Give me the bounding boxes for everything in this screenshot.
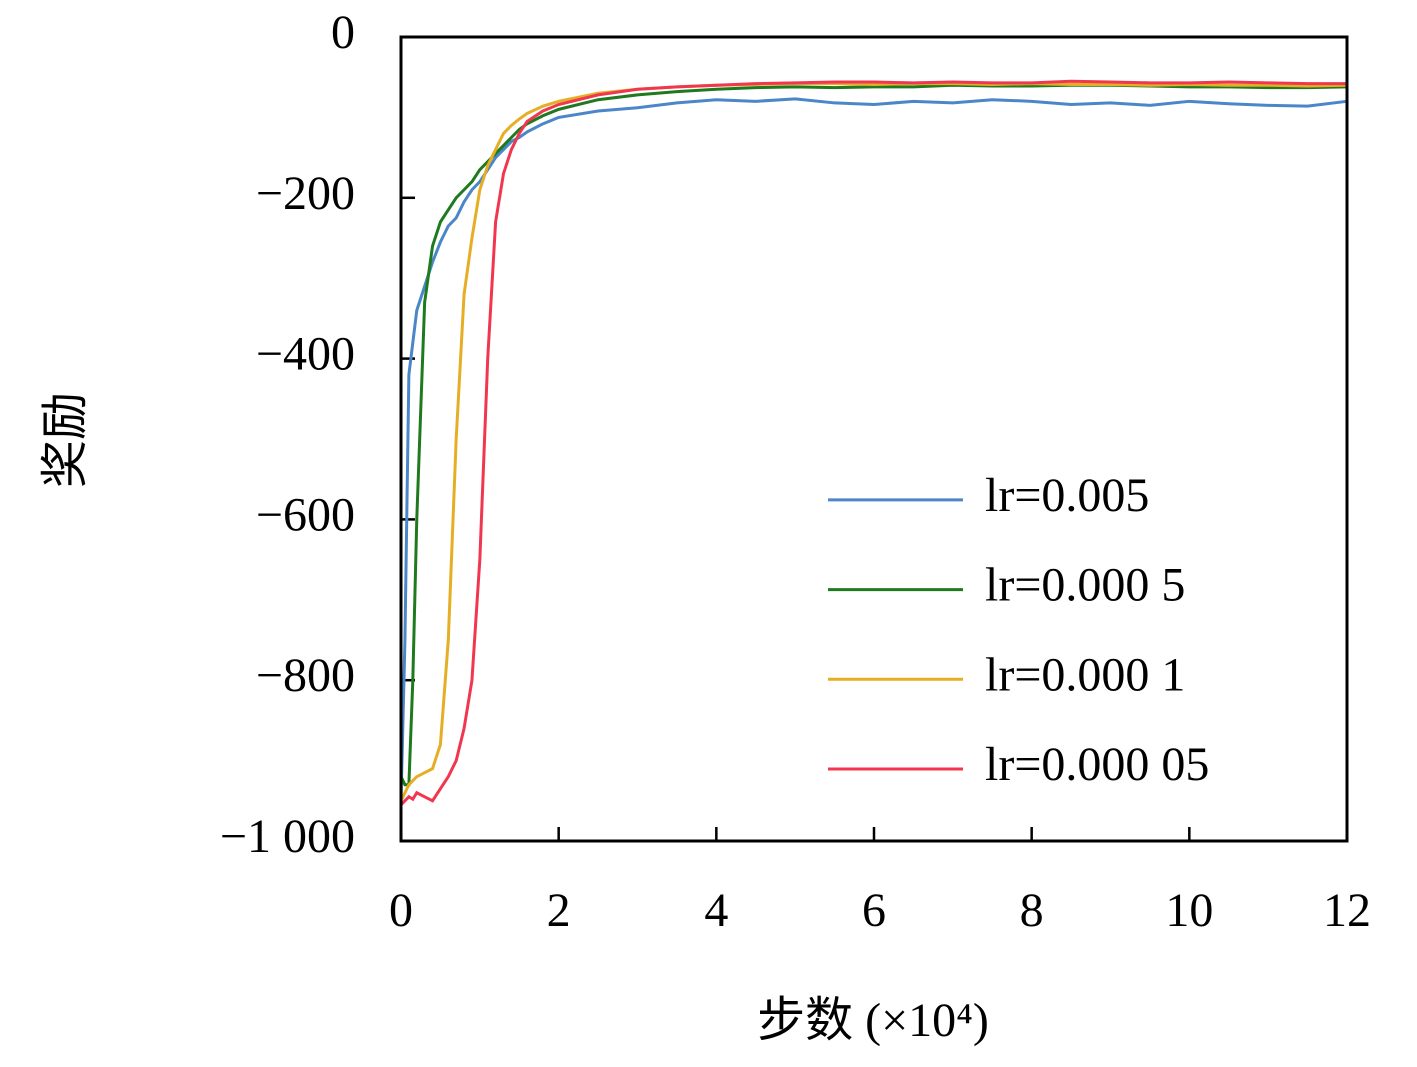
- y-tick-label: −1 000: [220, 810, 355, 863]
- legend-label: lr=0.000 5: [985, 559, 1185, 612]
- y-axis-label: 奖励: [39, 392, 92, 488]
- x-tick-label: 2: [547, 884, 571, 937]
- data-line: [399, 82, 1348, 802]
- x-tick-label: 8: [1020, 884, 1044, 937]
- legend-label: lr=0.000 05: [985, 738, 1209, 791]
- y-tick-label: 0: [331, 6, 355, 59]
- data-line: [399, 79, 1347, 806]
- x-tick-label: 4: [704, 884, 728, 937]
- legend-label: lr=0.000 1: [985, 648, 1185, 701]
- x-tick-label: 12: [1323, 884, 1371, 937]
- y-tick-label: −800: [256, 649, 355, 702]
- y-tick-label: −400: [256, 328, 355, 381]
- plot-frame: [399, 35, 1349, 843]
- y-tick-label: −200: [256, 167, 355, 220]
- data-line: [399, 97, 1348, 801]
- y-tick-label: −600: [256, 488, 355, 541]
- x-tick-label: 0: [389, 884, 413, 937]
- x-axis-label: 步数 (×10⁴): [757, 994, 989, 1047]
- x-tick-label: 10: [1165, 884, 1213, 937]
- legend-label: lr=0.005: [985, 469, 1149, 522]
- x-tick-label: 6: [862, 884, 886, 937]
